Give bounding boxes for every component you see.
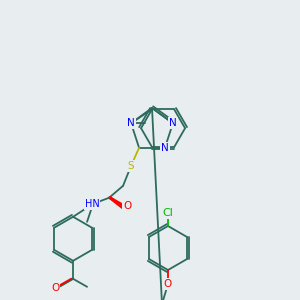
Text: N: N (169, 118, 177, 128)
Text: N: N (127, 118, 135, 128)
Text: S: S (128, 161, 134, 171)
Text: HN: HN (85, 199, 99, 209)
Text: O: O (164, 279, 172, 289)
Text: O: O (51, 283, 59, 293)
Text: Cl: Cl (163, 208, 173, 218)
Text: N: N (161, 143, 169, 153)
Text: O: O (123, 201, 131, 211)
